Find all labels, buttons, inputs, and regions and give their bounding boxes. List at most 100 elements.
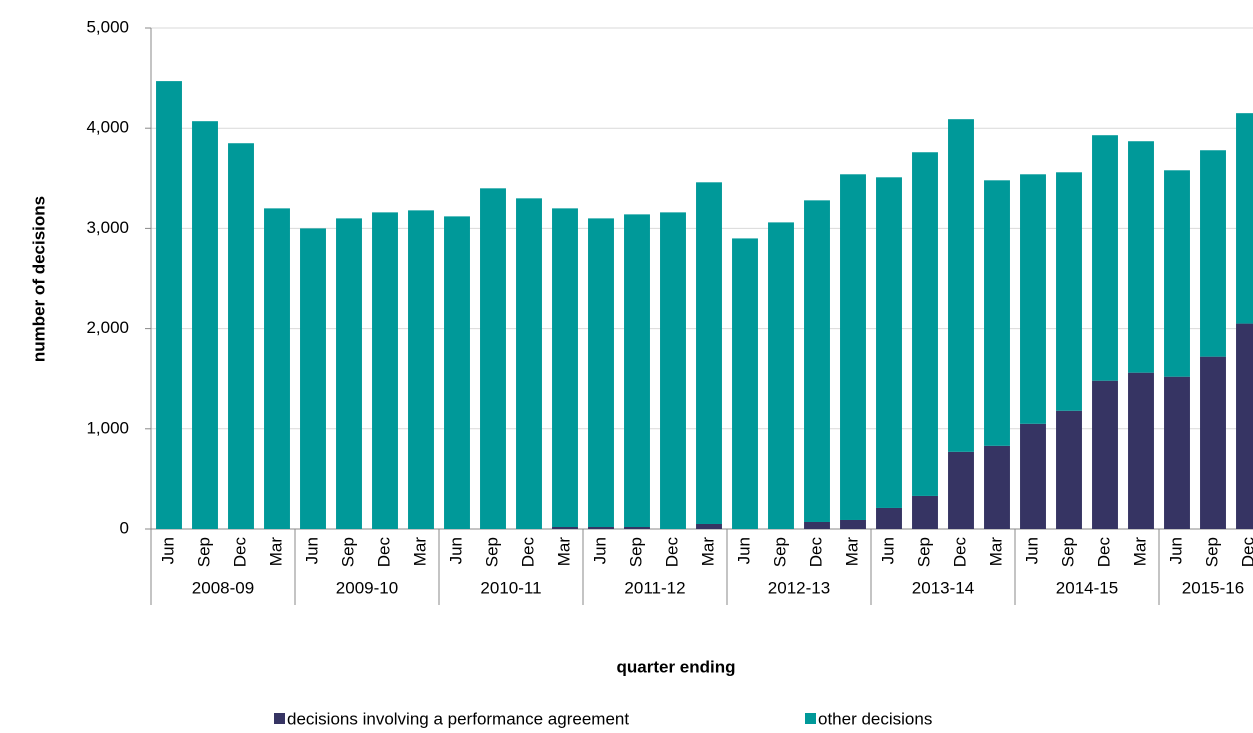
- x-tick-label: Sep: [1058, 537, 1077, 567]
- x-tick-label: Dec: [1238, 537, 1253, 568]
- bar-segment: [264, 208, 290, 530]
- group-label: 2009-10: [336, 578, 398, 597]
- y-tick-label: 2,000: [86, 318, 129, 337]
- bar-segment: [588, 526, 614, 529]
- x-tick-label: Jun: [158, 537, 177, 564]
- x-tick-label: Jun: [446, 537, 465, 564]
- bar-segment: [300, 228, 326, 529]
- bar-segment: [804, 200, 830, 522]
- x-tick-label: Sep: [482, 537, 501, 567]
- bar-segment: [1056, 172, 1082, 411]
- bar-segment: [228, 143, 254, 530]
- x-tick-label: Dec: [374, 537, 393, 568]
- x-tick-label: Dec: [662, 537, 681, 568]
- bar-segment: [408, 210, 434, 529]
- x-tick-label: Jun: [1166, 537, 1185, 564]
- bar-segment: [984, 445, 1010, 529]
- x-tick-label: Sep: [338, 537, 357, 567]
- bar-segment: [1092, 380, 1118, 529]
- legend-swatch: [274, 713, 285, 724]
- bar-segment: [1236, 323, 1253, 529]
- x-tick-label: Jun: [302, 537, 321, 564]
- bar-segment: [192, 121, 218, 529]
- bar-segment: [696, 523, 722, 529]
- bar-segment: [1128, 372, 1154, 529]
- bar-segment: [1200, 356, 1226, 529]
- bar-segment: [372, 212, 398, 530]
- legend-label: decisions involving a performance agreem…: [287, 709, 629, 728]
- bar-segment: [912, 495, 938, 529]
- y-tick-label: 5,000: [86, 17, 129, 36]
- bar-segment: [1092, 135, 1118, 381]
- x-tick-label: Mar: [986, 537, 1005, 567]
- bar-segment: [444, 216, 470, 529]
- bar-segment: [588, 218, 614, 527]
- x-tick-label: Dec: [518, 537, 537, 568]
- bar-segment: [804, 521, 830, 529]
- group-label: 2013-14: [912, 578, 974, 597]
- x-tick-label: Sep: [626, 537, 645, 567]
- y-tick-label: 4,000: [86, 118, 129, 137]
- bar-segment: [876, 177, 902, 508]
- x-tick-label: Dec: [806, 537, 825, 568]
- bar-segment: [696, 182, 722, 524]
- bar-segment: [1236, 113, 1253, 324]
- x-axis-title: quarter ending: [616, 657, 735, 676]
- x-tick-label: Mar: [1130, 537, 1149, 567]
- bar-segment: [984, 180, 1010, 446]
- bar-segment: [552, 526, 578, 529]
- bar-segment: [336, 218, 362, 529]
- bar-segment: [552, 208, 578, 527]
- y-tick-label: 3,000: [86, 218, 129, 237]
- x-tick-label: Dec: [230, 537, 249, 568]
- bar-segment: [1164, 376, 1190, 529]
- bar-segment: [624, 214, 650, 527]
- x-tick-label: Jun: [734, 537, 753, 564]
- y-axis-title: number of decisions: [29, 196, 48, 362]
- y-tick-label: 0: [120, 518, 129, 537]
- bar-segment: [732, 238, 758, 530]
- x-tick-label: Sep: [1202, 537, 1221, 567]
- legend-label: other decisions: [818, 709, 932, 728]
- bar-segment: [876, 507, 902, 529]
- bar-segment: [948, 451, 974, 529]
- group-label: 2015-16: [1182, 578, 1244, 597]
- group-label: 2010-11: [480, 578, 541, 597]
- x-tick-label: Jun: [878, 537, 897, 564]
- bar-segment: [1200, 150, 1226, 357]
- bar-segment: [156, 81, 182, 529]
- bar-segment: [1128, 141, 1154, 373]
- x-tick-label: Jun: [590, 537, 609, 564]
- bar-segment: [516, 198, 542, 529]
- x-tick-label: Sep: [914, 537, 933, 567]
- bar-segment: [768, 222, 794, 529]
- y-tick-label: 1,000: [86, 418, 129, 437]
- x-tick-label: Mar: [698, 537, 717, 567]
- legend-swatch: [805, 713, 816, 724]
- x-tick-label: Dec: [1094, 537, 1113, 568]
- group-label: 2008-09: [192, 578, 254, 597]
- bar-segment: [912, 152, 938, 496]
- x-tick-label: Mar: [554, 537, 573, 567]
- group-label: 2014-15: [1056, 578, 1118, 597]
- x-tick-label: Mar: [842, 537, 861, 567]
- bar-segment: [480, 188, 506, 529]
- x-tick-label: Mar: [410, 537, 429, 567]
- x-tick-label: Dec: [950, 537, 969, 568]
- bar-segment: [1020, 174, 1046, 424]
- x-tick-label: Mar: [266, 537, 285, 567]
- bar-segment: [840, 519, 866, 529]
- bar-segment: [1056, 410, 1082, 529]
- bar-segment: [624, 526, 650, 529]
- bar-segment: [660, 212, 686, 530]
- group-label: 2011-12: [624, 578, 685, 597]
- bar-segment: [840, 174, 866, 520]
- group-label: 2012-13: [768, 578, 830, 597]
- bar-segment: [1020, 423, 1046, 529]
- x-tick-label: Jun: [1022, 537, 1041, 564]
- bar-segment: [948, 119, 974, 452]
- x-tick-label: Sep: [194, 537, 213, 567]
- x-tick-label: Sep: [770, 537, 789, 567]
